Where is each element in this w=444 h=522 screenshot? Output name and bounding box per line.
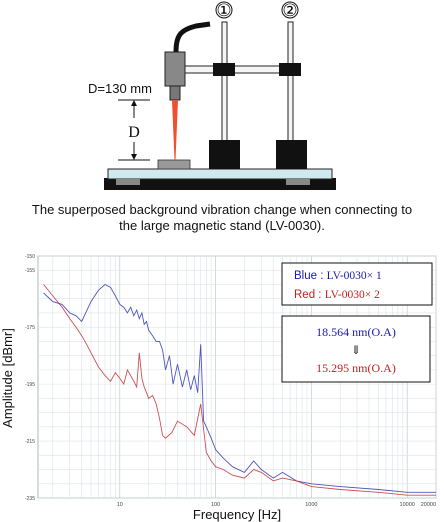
distance-label: D=130 mm: [88, 81, 152, 96]
distance-arrowhead-down: [131, 154, 137, 160]
overall-amplitude-box: [281, 315, 431, 383]
stand-2-number-circle: [281, 1, 299, 19]
distance-marker: D: [128, 124, 140, 141]
y-tick-label: -215: [25, 439, 35, 445]
x-tick-label: 100: [211, 502, 220, 508]
right-foot: [286, 179, 310, 185]
stand-1-number: ①: [216, 1, 231, 20]
frequency-spectrum-chart: -155 -175 -195 -215 -235 10 100 1000 10000 20000…: [0, 254, 437, 522]
y-tick-label: -195: [25, 382, 35, 388]
stand-2-clamp: [279, 63, 301, 76]
stand-2-number: ②: [282, 1, 297, 20]
legend-blue-text: LV-0030× 1: [327, 270, 382, 282]
legend-entry-red: Red : LV-0030× 2: [294, 289, 380, 301]
distance-arrowhead-up: [131, 100, 137, 106]
y-tick-label: -235: [25, 496, 35, 502]
legend-blue-prefix: Blue :: [294, 270, 327, 282]
series-line-blue: [43, 283, 436, 493]
sensor-nozzle: [169, 85, 181, 101]
laser-beam: [172, 100, 178, 160]
y-tick-label: -155: [25, 268, 35, 274]
caption-line-2: the large magnetic stand (LV-0030).: [119, 218, 325, 233]
overall-arrow: ⇓: [351, 343, 361, 357]
series-group: [43, 283, 436, 496]
caption-line-1: The superposed background vibration chan…: [31, 202, 413, 217]
stand-1-pole: [221, 21, 228, 143]
legend-red-text: LV-0030× 2: [325, 289, 380, 301]
x-tick-label: 1000: [305, 502, 317, 508]
stand-setup-diagram: ① ② D=130 mm D: [88, 1, 336, 190]
left-foot: [116, 179, 140, 185]
stand-2-pole: [287, 21, 294, 143]
x-axis-label: Frequency [Hz]: [193, 507, 281, 522]
x-tick-label: 10000: [400, 502, 415, 508]
x-tick-label: 20000: [421, 502, 436, 508]
series-line-red: [43, 284, 436, 496]
stand-2-magnetic-base: [276, 140, 307, 169]
stand-1-number-circle: [215, 1, 233, 19]
x-tick-label: 10: [117, 502, 123, 508]
sample-block: [157, 159, 191, 170]
legend-entry-blue: Blue : LV-0030× 1: [294, 270, 382, 282]
stand-1-clamp: [213, 63, 235, 76]
y-tick-labels: -155 -175 -195 -215 -235: [25, 268, 35, 502]
x-tick-labels: 10 100 1000 10000 20000: [117, 502, 436, 508]
y-tick-label: -175: [25, 325, 35, 331]
legend: [281, 262, 433, 306]
legend-red-prefix: Red :: [294, 289, 325, 301]
sensor-head: [164, 51, 186, 87]
stage-plate: [107, 168, 333, 180]
overall-value-blue: 18.564 nm(O.A): [316, 325, 396, 339]
y-axis-top-label: -150: [25, 254, 35, 260]
stand-1-magnetic-base: [209, 140, 240, 169]
base-plate: [104, 178, 336, 190]
y-axis-label: Amplitude [dBmr]: [0, 328, 15, 428]
sensor-cable: [173, 21, 211, 53]
overall-value-red: 15.295 nm(O.A): [316, 361, 396, 375]
